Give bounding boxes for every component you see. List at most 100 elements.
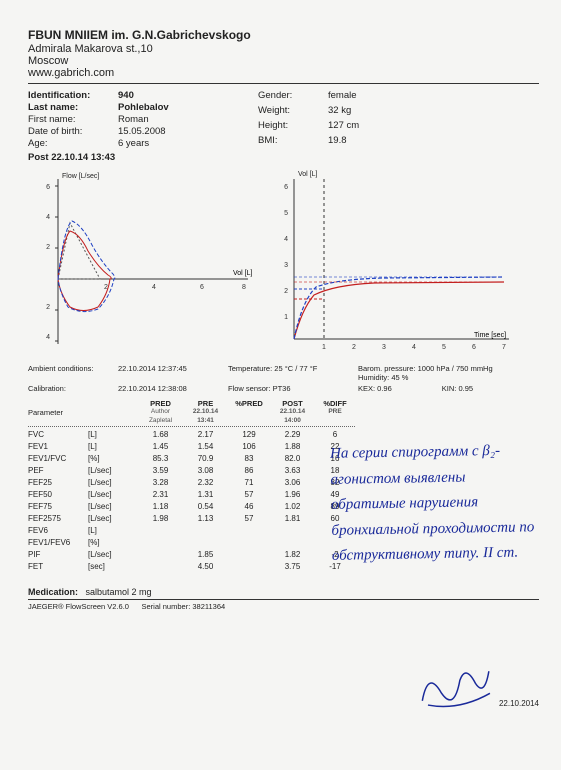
param-name: FEV1/FVC — [28, 453, 88, 465]
pre-val — [183, 525, 228, 537]
age-label: Age: — [28, 138, 118, 149]
pre-val: 70.9 — [183, 453, 228, 465]
pred-val: 2.31 — [138, 489, 183, 501]
pred-val — [138, 549, 183, 561]
svg-text:3: 3 — [284, 262, 288, 269]
signature — [407, 650, 505, 728]
pred-val: 3.59 — [138, 465, 183, 477]
calibration-info: Ambient conditions: 22.10.2014 12:37:45 … — [28, 364, 539, 393]
param-unit: [L/sec] — [88, 477, 138, 489]
pctpred-val — [228, 525, 270, 537]
hdr-pctpred: %PRED — [228, 399, 270, 408]
med-value: salbutamol 2 mg — [86, 587, 152, 597]
param-unit: [%] — [88, 537, 138, 549]
param-unit: [L] — [88, 429, 138, 441]
svg-text:2: 2 — [352, 344, 356, 351]
param-name: FEV1 — [28, 441, 88, 453]
id-label: Identification: — [28, 90, 118, 101]
svg-text:4: 4 — [412, 344, 416, 351]
post-val: 1.96 — [270, 489, 315, 501]
dob-label: Date of birth: — [28, 126, 118, 137]
svg-text:7: 7 — [502, 344, 506, 351]
svg-text:6: 6 — [200, 284, 204, 291]
svg-text:Time [sec]: Time [sec] — [474, 332, 506, 339]
svg-text:8: 8 — [242, 284, 246, 291]
pre-val: 2.32 — [183, 477, 228, 489]
humidity: Humidity: 45 % — [358, 373, 408, 382]
footer: JAEGER® FlowScreen V2.6.0 Serial number:… — [28, 599, 539, 611]
pre-val: 1.31 — [183, 489, 228, 501]
param-name: FEV6 — [28, 525, 88, 537]
post-date: 22.10.14 — [270, 408, 315, 417]
pre-val: 1.54 — [183, 441, 228, 453]
last-label: Last name: — [28, 102, 118, 113]
post-val: 3.75 — [270, 561, 315, 573]
pre-val: 2.17 — [183, 429, 228, 441]
flow-ylabel: Flow [L/sec] — [62, 173, 99, 180]
pre-val: 1.13 — [183, 513, 228, 525]
pctpred-val: 57 — [228, 513, 270, 525]
hdr-pre: PRE — [183, 399, 228, 408]
id-value: 940 — [118, 90, 218, 101]
param-unit: [L/sec] — [88, 489, 138, 501]
pred-val — [138, 537, 183, 549]
pred-sub: Author — [138, 408, 183, 417]
svg-text:6: 6 — [472, 344, 476, 351]
svg-text:2: 2 — [46, 244, 50, 251]
pctpred-val: 106 — [228, 441, 270, 453]
sensor: Flow sensor: PT36 — [228, 384, 358, 393]
post-val: 1.88 — [270, 441, 315, 453]
pctpred-val: 83 — [228, 453, 270, 465]
pred-val: 1.68 — [138, 429, 183, 441]
param-name: FEF25 — [28, 477, 88, 489]
software: JAEGER® FlowScreen V2.6.0 — [28, 602, 129, 611]
param-unit: [%] — [88, 453, 138, 465]
pctpred-val: 129 — [228, 429, 270, 441]
pctpred-val: 86 — [228, 465, 270, 477]
pred-val — [138, 561, 183, 573]
param-unit: [sec] — [88, 561, 138, 573]
post-val: 3.63 — [270, 465, 315, 477]
pre-val: 3.08 — [183, 465, 228, 477]
dob-value: 15.05.2008 — [118, 126, 218, 137]
post-val: 2.29 — [270, 429, 315, 441]
first-value: Roman — [118, 114, 218, 125]
pre-val: 1.85 — [183, 549, 228, 561]
pre-time: 13:41 — [183, 417, 228, 424]
svg-text:6: 6 — [284, 184, 288, 191]
param-name: FEF50 — [28, 489, 88, 501]
volume-time-chart: 6 5 4 3 2 1 1 2 3 4 5 6 7 Time [sec] — [268, 169, 518, 356]
calib-label: Calibration: — [28, 384, 118, 393]
param-unit: [L/sec] — [88, 513, 138, 525]
svg-text:4: 4 — [46, 334, 50, 341]
param-name: FEV1/FEV6 — [28, 537, 88, 549]
post-val: 82.0 — [270, 453, 315, 465]
temp: Temperature: 25 °C / 77 °F — [228, 364, 358, 382]
svg-text:4: 4 — [152, 284, 156, 291]
flow-volume-svg: 6 4 2 2 4 2 4 6 8 Vol — [28, 169, 258, 354]
post-timestamp: Post 22.10.14 13:43 — [28, 152, 539, 163]
website: www.gabrich.com — [28, 67, 539, 79]
pre-val: 0.54 — [183, 501, 228, 513]
pctpred-val: 71 — [228, 477, 270, 489]
gender-value: female — [328, 90, 398, 104]
charts-row: 6 4 2 2 4 2 4 6 8 Vol — [28, 169, 539, 356]
ambient-label: Ambient conditions: — [28, 364, 118, 382]
pre-date: 22.10.14 — [183, 408, 228, 417]
param-unit: [L/sec] — [88, 549, 138, 561]
hdr-pred: PRED — [138, 399, 183, 408]
kin: KIN: 0.95 — [442, 384, 473, 393]
city: Moscow — [28, 55, 539, 67]
doctor-notes: На серии спирограмм с β₂-агонистом выявл… — [330, 438, 542, 569]
ambient-val: 22.10.2014 12:37:45 — [118, 364, 228, 382]
patient-info: Identification: 940 Last name: Pohlebalo… — [28, 90, 539, 149]
post-val — [270, 525, 315, 537]
pctpred-val: 57 — [228, 489, 270, 501]
post-val: 1.02 — [270, 501, 315, 513]
param-unit: [L] — [88, 525, 138, 537]
kex: KEX: 0.96 — [358, 384, 392, 393]
svg-text:Vol [L]: Vol [L] — [233, 270, 253, 277]
pred-val: 1.98 — [138, 513, 183, 525]
medication-line: Medication: salbutamol 2 mg — [28, 587, 539, 597]
volume-time-svg: 6 5 4 3 2 1 1 2 3 4 5 6 7 Time [sec] — [268, 169, 518, 354]
